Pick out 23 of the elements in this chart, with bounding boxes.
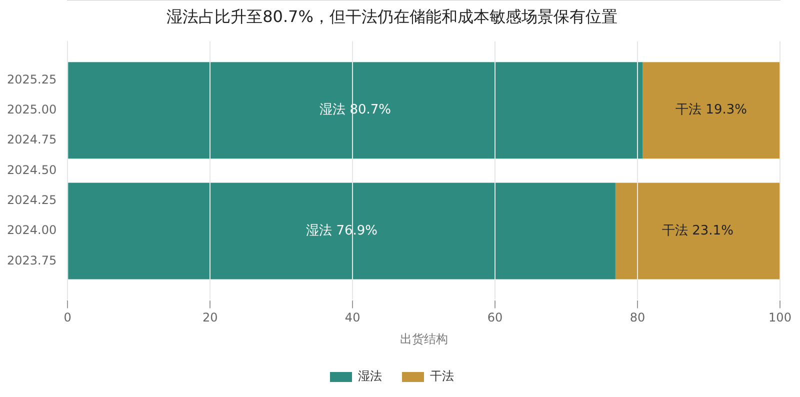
legend-label: 湿法 xyxy=(358,369,382,384)
x-tick-label: 0 xyxy=(64,310,72,325)
bar xyxy=(615,182,780,280)
bar xyxy=(68,182,616,280)
y-tick-label: 2024.00 xyxy=(7,223,57,238)
data-label: 干法 23.1% xyxy=(662,223,734,238)
x-tick-label: 80 xyxy=(630,310,646,325)
y-tick-label: 2025.00 xyxy=(7,102,57,116)
y-tick-label: 2024.75 xyxy=(7,132,57,147)
bar xyxy=(68,62,643,159)
x-tick-label: 40 xyxy=(344,310,360,325)
x-tick-label: 100 xyxy=(768,310,792,325)
x-tick-label: 20 xyxy=(202,310,218,325)
y-tick-label: 2024.25 xyxy=(7,192,57,207)
chart-title: 湿法占比升至80.7%，但干法仍在储能和成本敏感场景保有位置 xyxy=(166,6,618,26)
legend-label: 干法 xyxy=(430,369,454,384)
x-axis-title: 出货结构 xyxy=(400,332,448,346)
y-tick-label: 2025.25 xyxy=(7,72,57,86)
data-label: 干法 19.3% xyxy=(676,102,747,118)
y-tick-label: 2023.75 xyxy=(7,253,57,268)
bar xyxy=(642,62,780,159)
x-tick-label: 60 xyxy=(487,310,503,325)
y-tick-label: 2024.50 xyxy=(7,162,57,177)
